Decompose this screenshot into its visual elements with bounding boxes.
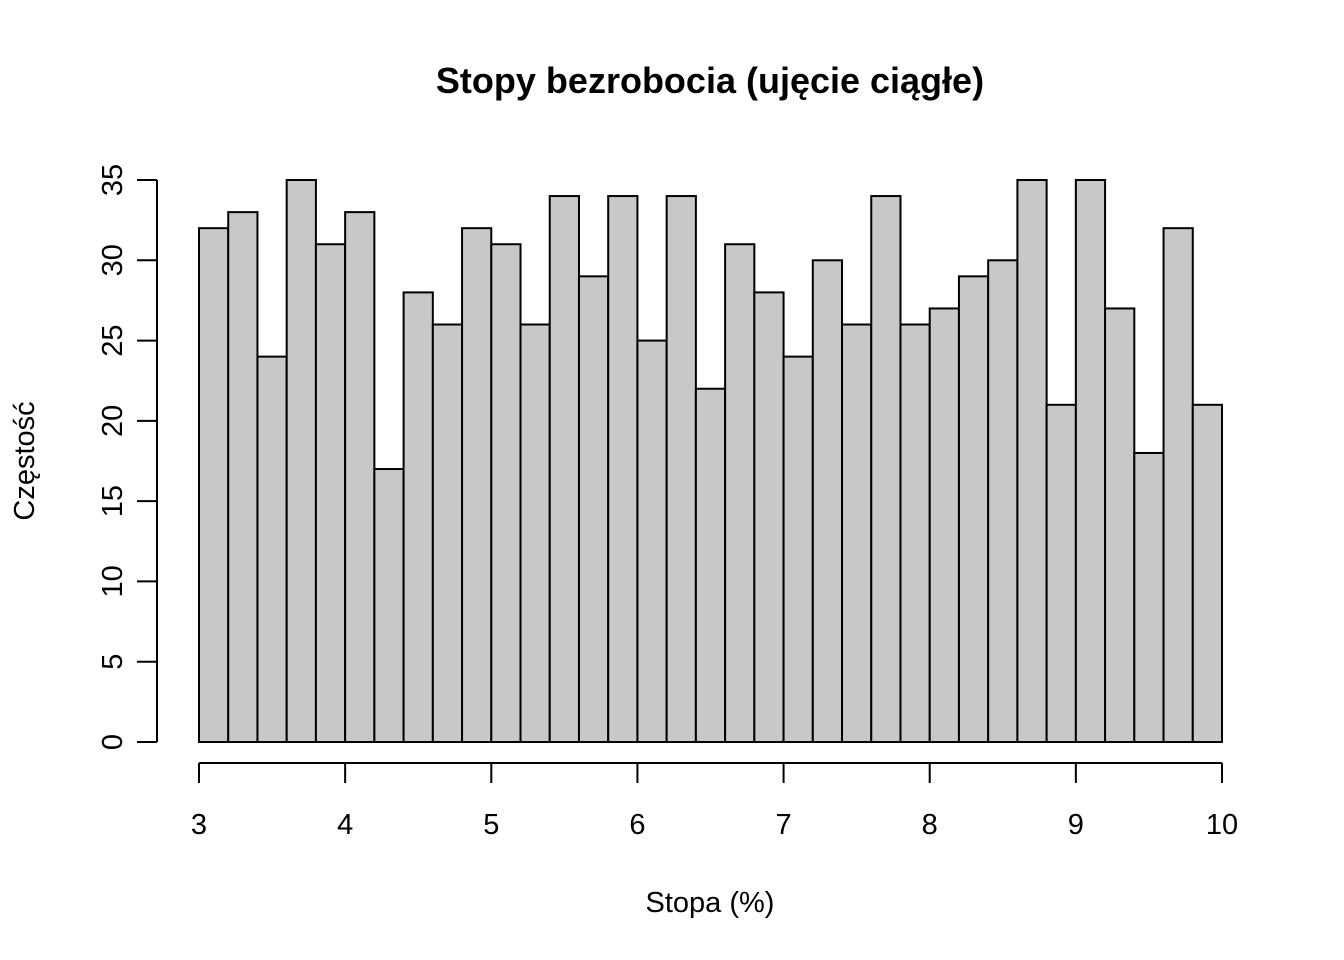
histogram-bar [724,243,756,743]
histogram-bar [461,227,493,743]
y-tick-label: 30 [97,244,129,276]
histogram-bar [957,275,990,743]
x-axis: 3 4 5 6 7 8 9 10 [191,762,1238,841]
histogram-bar [1104,307,1136,743]
histogram-bar [402,291,434,743]
x-tick-label: 6 [629,809,645,841]
histogram-bar [928,307,960,743]
y-axis-label: Częstość [9,401,41,520]
x-tick-label: 7 [776,809,792,841]
histogram-bar [782,355,814,743]
histogram-bar [753,291,785,743]
histogram-bar [198,227,230,743]
histogram-bar [665,195,697,744]
histogram-bar [285,179,317,743]
histogram-bar [373,468,405,743]
y-axis: 0 5 10 15 20 25 30 35 [97,164,158,750]
histogram-bar [694,387,727,743]
histogram-bar [490,243,522,743]
x-tick-label: 9 [1068,809,1084,841]
histogram-bar [314,243,347,743]
histogram-bar [548,195,580,744]
histogram-bar [841,323,873,743]
x-axis-label: Stopa (%) [646,887,775,919]
histogram-bar [987,259,1019,743]
y-tick-label: 20 [97,405,129,437]
histogram-bar [577,275,610,743]
x-tick-label: 4 [337,809,353,841]
x-tick-label: 8 [922,809,938,841]
histogram-bar [227,211,259,744]
y-tick-label: 0 [97,734,129,750]
y-tick-label: 10 [97,565,129,597]
y-tick-label: 35 [97,164,129,196]
chart-title: Stopy bezrobocia (ujęcie ciągłe) [436,60,984,101]
histogram-bar [1162,227,1194,743]
histogram-bar [431,323,464,743]
x-tick-label: 5 [483,809,499,841]
histogram-bar [256,355,288,743]
bars-group [198,179,1224,744]
histogram-bar [607,195,639,744]
histogram-bar [519,323,551,743]
histogram-bar [1074,179,1107,743]
histogram-bar [1191,403,1224,743]
histogram-bar [1016,179,1048,743]
histogram-bar [1133,451,1165,743]
histogram-bar [870,195,902,744]
y-tick-label: 15 [97,485,129,517]
y-tick-label: 25 [97,324,129,356]
x-tick-label: 3 [191,809,207,841]
histogram-bar [811,259,844,743]
histogram-bar [636,339,668,743]
histogram-bar [344,211,376,744]
y-tick-label: 5 [97,654,129,670]
x-tick-label: 10 [1206,809,1238,841]
histogram-bar [899,323,931,743]
histogram-bar [1045,403,1077,743]
